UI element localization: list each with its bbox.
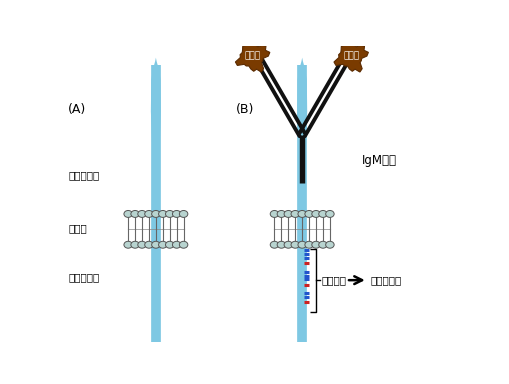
Polygon shape xyxy=(151,67,160,185)
Text: 細胞膜: 細胞膜 xyxy=(68,223,87,233)
Ellipse shape xyxy=(137,210,146,217)
Ellipse shape xyxy=(137,241,146,248)
Text: 細胞内領域: 細胞内領域 xyxy=(68,272,99,282)
Ellipse shape xyxy=(165,210,174,217)
Ellipse shape xyxy=(325,241,333,248)
Text: (A): (A) xyxy=(68,103,86,116)
Ellipse shape xyxy=(165,241,174,248)
Ellipse shape xyxy=(179,241,187,248)
Ellipse shape xyxy=(276,210,285,217)
Polygon shape xyxy=(297,67,306,185)
Text: リン酸化: リン酸化 xyxy=(321,275,346,285)
Ellipse shape xyxy=(172,241,181,248)
Ellipse shape xyxy=(158,210,167,217)
Polygon shape xyxy=(153,58,158,67)
Ellipse shape xyxy=(270,241,278,248)
Ellipse shape xyxy=(151,241,160,248)
Text: 病原体: 病原体 xyxy=(244,51,261,61)
Ellipse shape xyxy=(325,210,333,217)
Ellipse shape xyxy=(151,210,160,217)
Ellipse shape xyxy=(145,241,153,248)
Ellipse shape xyxy=(124,210,132,217)
Ellipse shape xyxy=(311,241,320,248)
Text: 病原体: 病原体 xyxy=(343,51,359,61)
Ellipse shape xyxy=(284,210,292,217)
Ellipse shape xyxy=(270,210,278,217)
Ellipse shape xyxy=(284,241,292,248)
Ellipse shape xyxy=(145,210,153,217)
Ellipse shape xyxy=(311,210,320,217)
Ellipse shape xyxy=(304,241,313,248)
Polygon shape xyxy=(333,39,367,72)
Ellipse shape xyxy=(304,210,313,217)
Ellipse shape xyxy=(131,210,139,217)
Ellipse shape xyxy=(158,241,167,248)
Ellipse shape xyxy=(318,241,327,248)
Ellipse shape xyxy=(291,210,299,217)
Polygon shape xyxy=(235,39,269,72)
Ellipse shape xyxy=(297,210,306,217)
Ellipse shape xyxy=(172,210,181,217)
Text: 細胞外領域: 細胞外領域 xyxy=(68,170,99,180)
Text: シグナル？: シグナル？ xyxy=(370,275,401,285)
Polygon shape xyxy=(299,58,304,67)
Text: (B): (B) xyxy=(236,103,254,116)
Ellipse shape xyxy=(318,210,327,217)
Ellipse shape xyxy=(179,210,187,217)
Text: IgM抜体: IgM抜体 xyxy=(361,154,397,167)
Ellipse shape xyxy=(291,241,299,248)
Ellipse shape xyxy=(131,241,139,248)
Ellipse shape xyxy=(297,241,306,248)
Ellipse shape xyxy=(276,241,285,248)
Ellipse shape xyxy=(124,241,132,248)
